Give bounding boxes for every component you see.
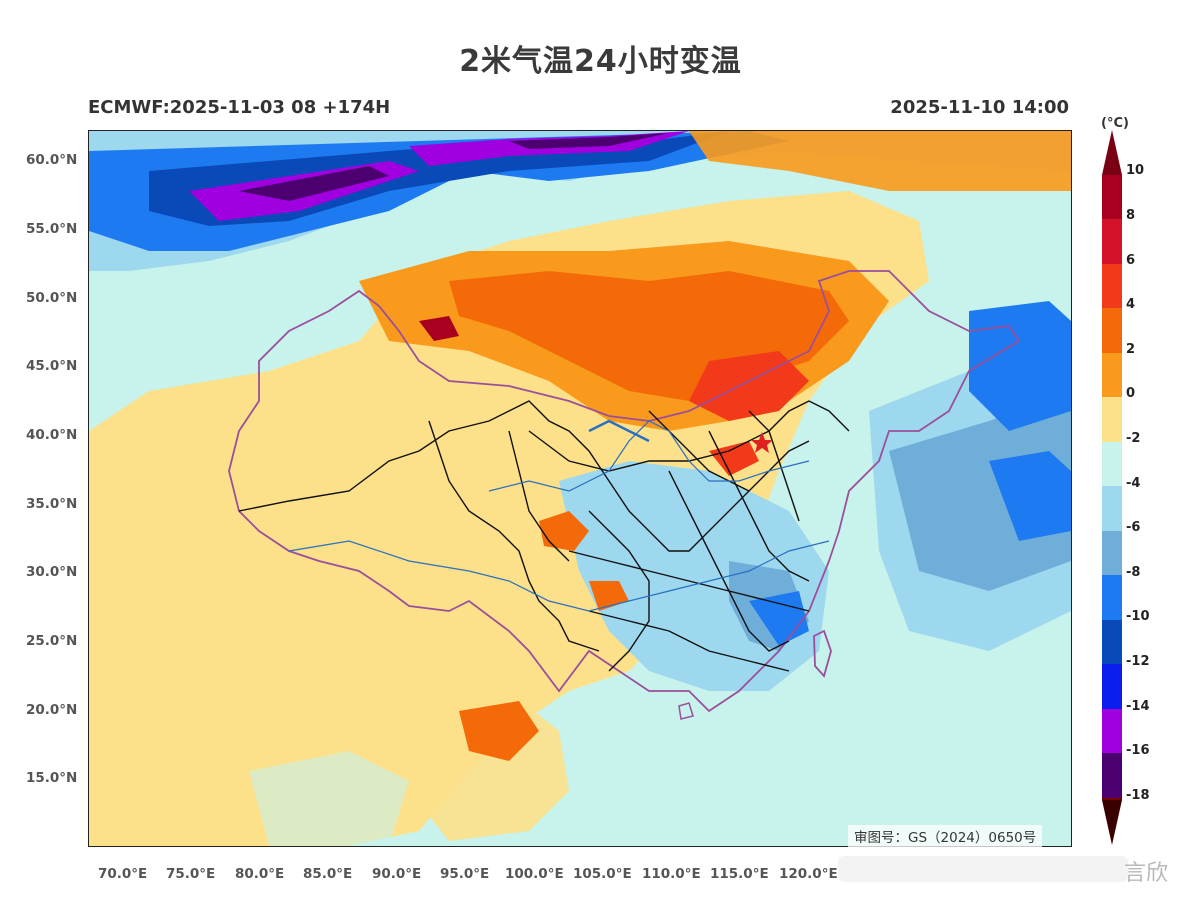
lon-label: 70.0°E: [98, 866, 148, 882]
colorbar-label: -4: [1126, 476, 1141, 491]
colorbar-label: -18: [1126, 788, 1150, 803]
valid-time-label: 2025-11-10 14:00: [890, 97, 1069, 118]
lat-label: 50.0°N: [26, 290, 78, 306]
colorbar: [1102, 130, 1122, 845]
colorbar-label: -12: [1126, 654, 1150, 669]
colorbar-label: -2: [1126, 431, 1141, 446]
lon-label: 100.0°E: [505, 866, 564, 882]
lon-label: 90.0°E: [372, 866, 422, 882]
review-number: 审图号：GS（2024）0650号: [848, 825, 1043, 847]
lat-label: 35.0°N: [26, 496, 78, 512]
model-run-label: ECMWF:2025-11-03 08 +174H: [88, 97, 391, 118]
lon-label: 80.0°E: [235, 866, 285, 882]
lat-label: 15.0°N: [26, 770, 78, 786]
lon-label: 115.0°E: [710, 866, 769, 882]
lon-label: 85.0°E: [303, 866, 353, 882]
colorbar-label: 8: [1126, 208, 1136, 223]
lon-label: 75.0°E: [166, 866, 216, 882]
lat-label: 60.0°N: [26, 152, 78, 168]
colorbar-label: -8: [1126, 565, 1141, 580]
lon-label: 110.0°E: [642, 866, 701, 882]
lon-label: 120.0°E: [779, 866, 838, 882]
colorbar-label: 4: [1126, 297, 1136, 312]
lat-label: 40.0°N: [26, 427, 78, 443]
lon-label: 105.0°E: [573, 866, 632, 882]
temperature-change-map: [88, 130, 1072, 847]
lat-label: 25.0°N: [26, 633, 78, 649]
colorbar-label: 2: [1126, 342, 1136, 357]
watermark-text: 言欣: [1124, 861, 1169, 886]
lat-label: 45.0°N: [26, 358, 78, 374]
colorbar-label: -10: [1126, 609, 1150, 624]
colorbar-label: 6: [1126, 253, 1136, 268]
lat-label: 30.0°N: [26, 564, 78, 580]
lat-label: 55.0°N: [26, 221, 78, 237]
colorbar-label: 10: [1126, 163, 1145, 178]
colorbar-label: -14: [1126, 699, 1150, 714]
lon-label: 95.0°E: [440, 866, 490, 882]
colorbar-label: 0: [1126, 386, 1136, 401]
colorbar-unit: (°C): [1101, 116, 1129, 131]
beijing-star-icon: [751, 432, 773, 453]
watermark-logo: [838, 856, 1128, 882]
lat-label: 20.0°N: [26, 702, 78, 718]
page-title: 2米气温24小时变温: [459, 44, 742, 79]
colorbar-label: -16: [1126, 743, 1150, 758]
colorbar-label: -6: [1126, 520, 1141, 535]
